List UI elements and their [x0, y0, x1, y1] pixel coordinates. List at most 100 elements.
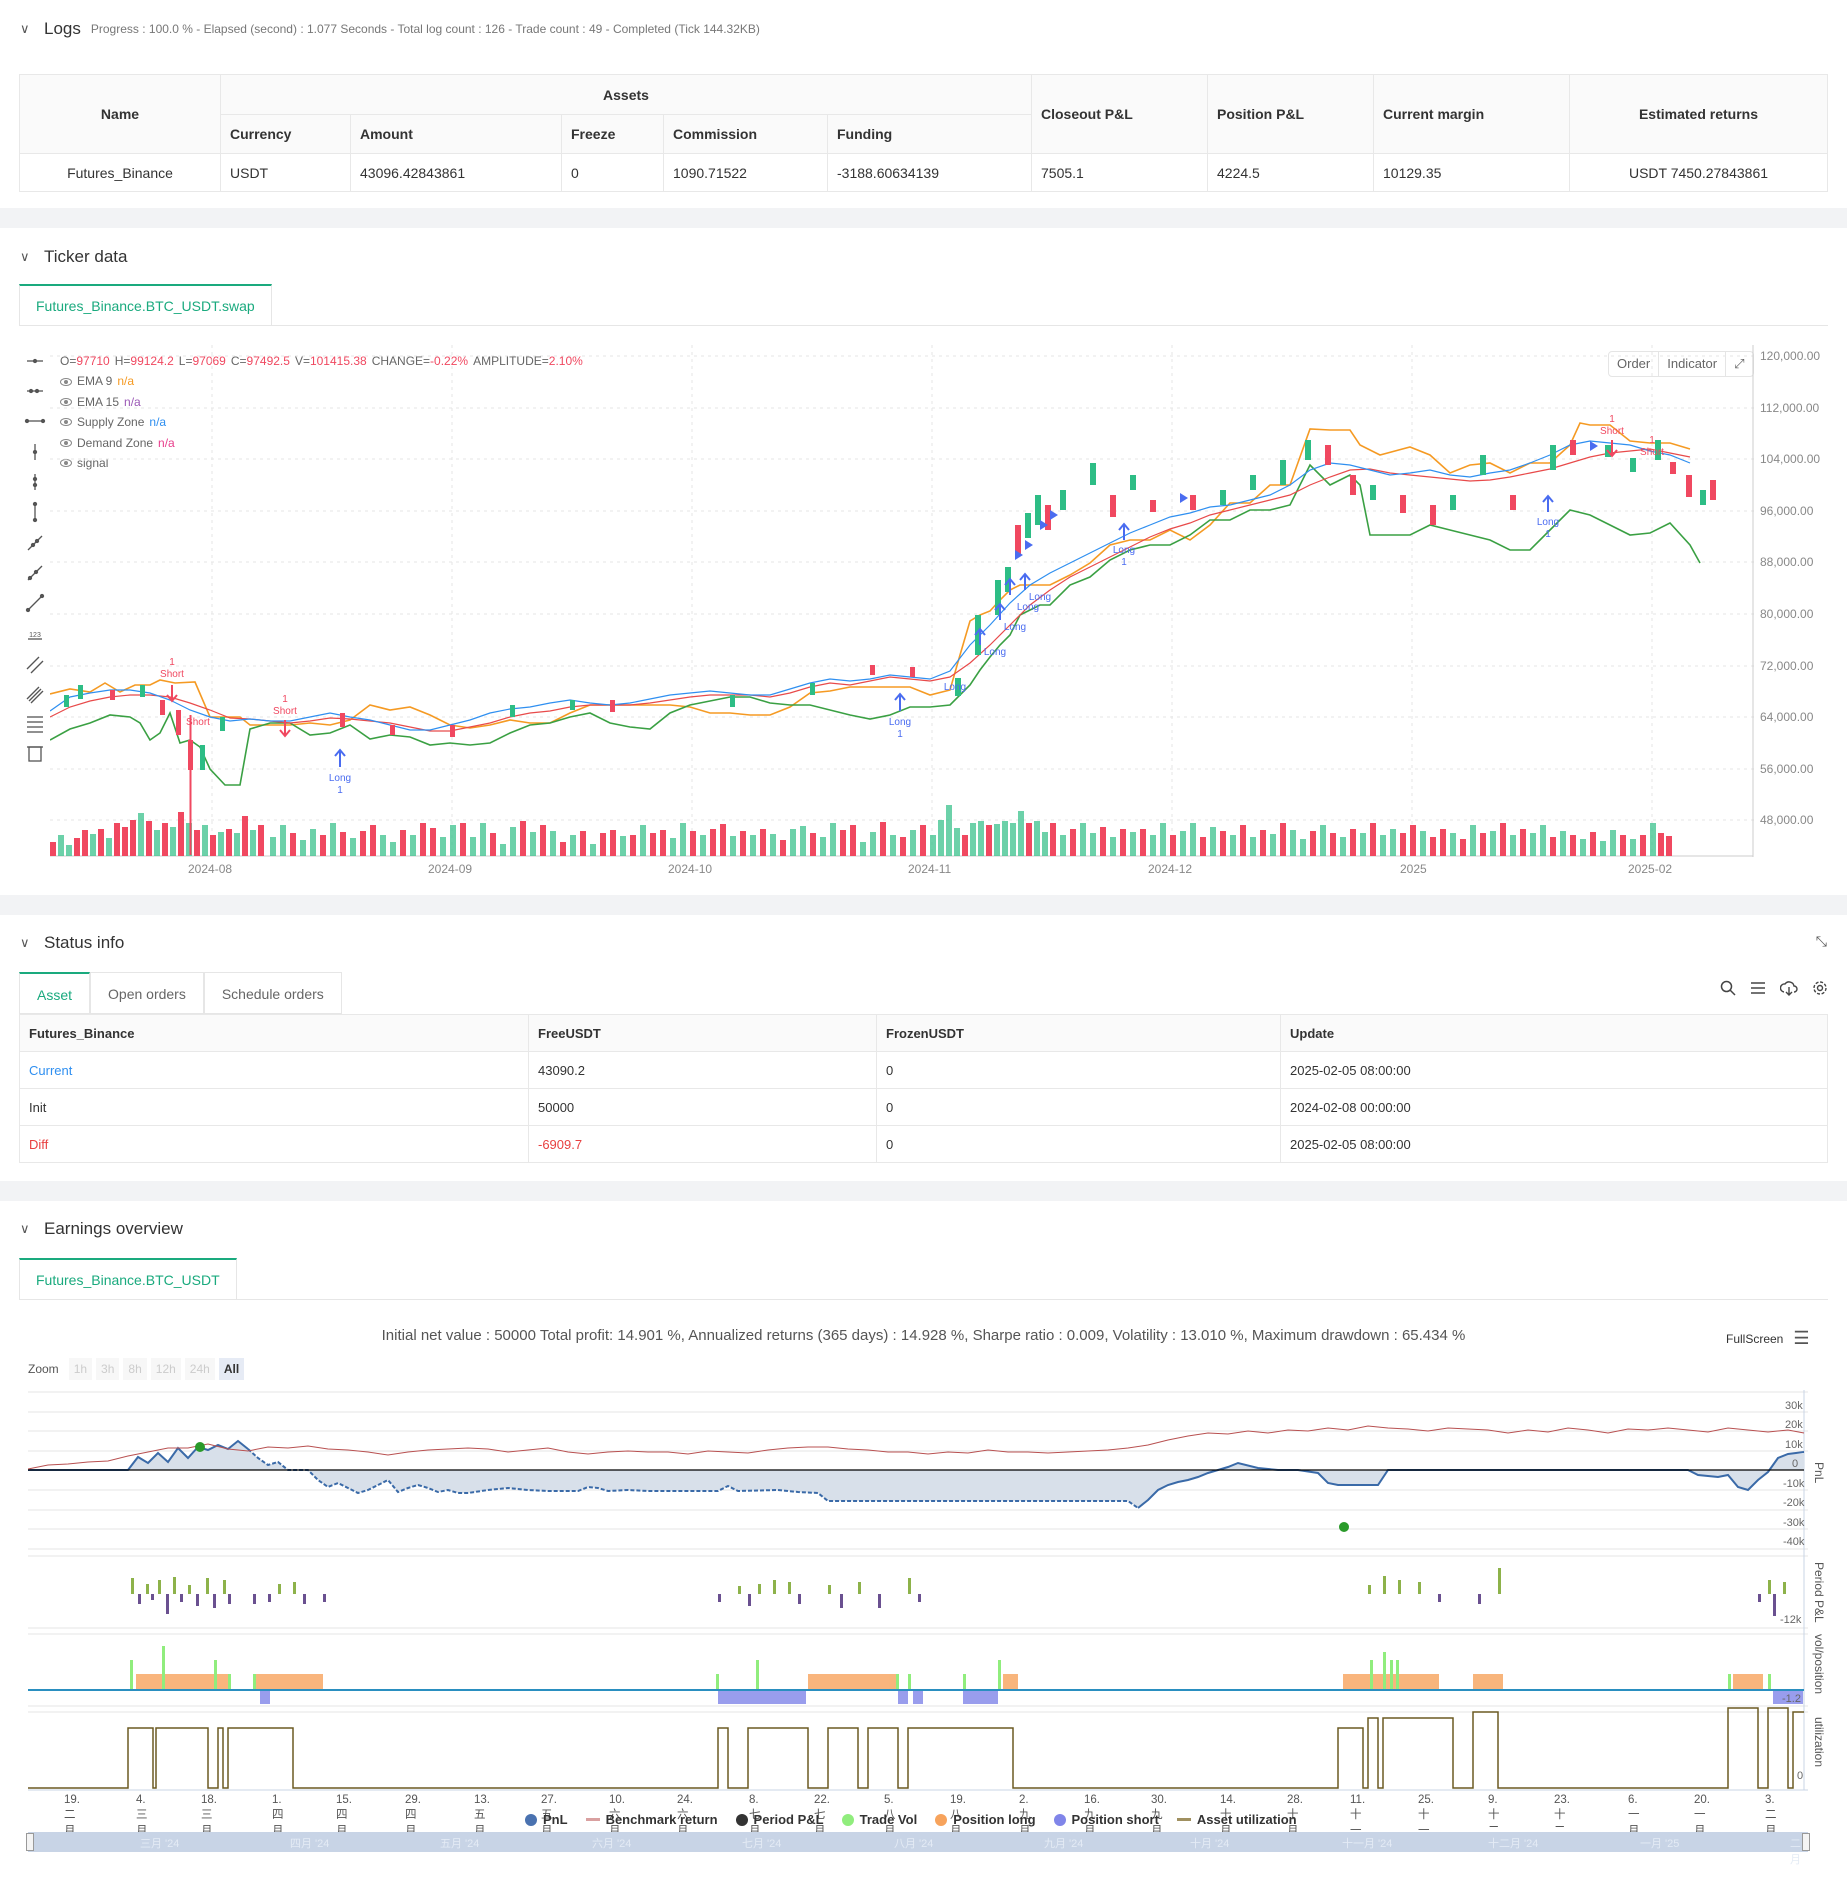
cloud-download-icon[interactable] — [1780, 980, 1798, 996]
eye-icon[interactable] — [60, 377, 72, 386]
chevron-down-icon[interactable]: ∨ — [20, 249, 30, 264]
navigator-right-handle[interactable] — [1802, 1833, 1810, 1851]
col-freeze: Freeze — [561, 114, 664, 154]
indicator-supply-zone[interactable]: Supply Zone n/a — [60, 412, 583, 432]
settings-gear-icon[interactable] — [1812, 980, 1828, 996]
eye-icon[interactable] — [60, 418, 72, 427]
ema9-line — [50, 440, 1691, 731]
cell-frozen: 0 — [876, 1051, 1281, 1089]
svg-text:1: 1 — [1545, 529, 1551, 540]
zoom-all-button[interactable]: All — [218, 1358, 245, 1380]
benchmark-line — [28, 1425, 1805, 1470]
col-update: Update — [1280, 1014, 1828, 1052]
cell-amount: 43096.42843861 — [350, 153, 562, 192]
status-title: Status info — [44, 933, 125, 952]
zoom-12h-button[interactable]: 12h — [150, 1358, 181, 1380]
pnl-line — [247, 1448, 1139, 1509]
legend-period-pnl[interactable]: Period P&L — [735, 1812, 824, 1827]
status-toolbar — [1720, 980, 1828, 996]
legend-pnl[interactable]: PnL — [525, 1812, 568, 1827]
range-navigator[interactable]: 三月 '24 四月 '24 五月 '24 六月 '24 七月 '24 八月 '2… — [26, 1832, 1810, 1866]
indicator-ema15[interactable]: EMA 15 n/a — [60, 392, 583, 412]
table-row: Diff -6909.7 0 2025-02-05 08:00:00 — [19, 1125, 1828, 1163]
table-row: Init 50000 0 2024-02-08 00:00:00 — [19, 1088, 1828, 1126]
chart-controls: Order Indicator ⤢ — [1608, 351, 1754, 377]
cell-currency: USDT — [220, 153, 351, 192]
earnings-title: Earnings overview — [44, 1219, 183, 1238]
col-frozen-usdt: FrozenUSDT — [876, 1014, 1281, 1052]
eye-icon[interactable] — [60, 459, 72, 468]
zoom-3h-button[interactable]: 3h — [96, 1358, 120, 1380]
indicator-ema9[interactable]: EMA 9 n/a — [60, 371, 583, 391]
chevron-down-icon[interactable]: ∨ — [20, 21, 30, 36]
legend-position-long[interactable]: Position long — [935, 1812, 1036, 1827]
chevron-down-icon[interactable]: ∨ — [20, 935, 30, 950]
svg-text:Long: Long — [1029, 592, 1051, 603]
logs-title: Logs — [44, 19, 81, 38]
svg-text:1: 1 — [1121, 557, 1127, 568]
earnings-tabs: Futures_Binance.BTC_USDT — [19, 1258, 1828, 1300]
zoom-1h-button[interactable]: 1h — [68, 1358, 93, 1380]
legend-trade-vol[interactable]: Trade Vol — [841, 1812, 917, 1827]
panel-label-utilization: utilization — [1812, 1717, 1826, 1768]
navigator-left-handle[interactable] — [26, 1833, 34, 1851]
drawing-toolbar: 123 — [22, 347, 48, 772]
svg-text:Long: Long — [329, 773, 351, 784]
drawing-tools-icon[interactable]: 123 — [22, 347, 48, 767]
zoom-24h-button[interactable]: 24h — [184, 1358, 215, 1380]
col-position: Position P&L — [1207, 74, 1374, 154]
legend-position-short[interactable]: Position short — [1053, 1812, 1159, 1827]
earnings-chart[interactable] — [28, 1390, 1808, 1800]
earnings-header[interactable]: ∨ Earnings overview — [0, 1214, 183, 1244]
circle-icon — [1053, 1813, 1066, 1826]
supply-zone-line — [50, 422, 1691, 729]
col-currency: Currency — [220, 114, 351, 154]
order-button[interactable]: Order — [1609, 352, 1660, 376]
status-tabs: Asset Open orders Schedule orders — [19, 972, 342, 1014]
expand-icon[interactable]: ⤢ — [1734, 356, 1745, 371]
indicator-button[interactable]: Indicator — [1659, 352, 1727, 376]
panel-label-vol-position: vol/position — [1812, 1634, 1826, 1695]
eye-icon[interactable] — [60, 398, 72, 407]
cell-free: -6909.7 — [528, 1125, 877, 1163]
col-commission: Commission — [663, 114, 828, 154]
svg-text:Long: Long — [984, 647, 1006, 658]
ticker-header[interactable]: ∨ Ticker data — [0, 242, 127, 272]
tab-btc-usdt[interactable]: Futures_Binance.BTC_USDT — [19, 1258, 237, 1300]
zoom-8h-button[interactable]: 8h — [123, 1358, 147, 1380]
cell-funding: -3188.60634139 — [827, 153, 1032, 192]
cell-update: 2025-02-05 08:00:00 — [1280, 1125, 1828, 1163]
svg-text:Long: Long — [944, 682, 966, 693]
volume-bars — [50, 805, 1672, 856]
legend-benchmark[interactable]: Benchmark return — [585, 1812, 718, 1827]
indicator-signal[interactable]: signal — [60, 453, 583, 473]
collapse-icon[interactable]: ⤡ — [1815, 933, 1827, 949]
panel-label-pnl: PnL — [1812, 1462, 1826, 1484]
search-icon[interactable] — [1720, 980, 1736, 996]
legend-asset-utilization[interactable]: Asset utilization — [1176, 1812, 1297, 1827]
fullscreen-button[interactable]: FullScreen — [1726, 1331, 1784, 1346]
list-icon[interactable] — [1750, 980, 1766, 996]
cell-freeze: 0 — [561, 153, 664, 192]
row-label-current[interactable]: Current — [19, 1051, 529, 1089]
chart-legend: O= 97710 H= 99124.2 L= 97069 C= 97492.5 V= 10… — [60, 351, 583, 473]
eye-icon[interactable] — [60, 438, 72, 447]
hamburger-menu-icon[interactable]: ☰ — [1793, 1328, 1810, 1348]
logs-progress-info: Progress : 100.0 % - Elapsed (second) : … — [90, 22, 760, 36]
indicator-demand-zone[interactable]: Demand Zone n/a — [60, 433, 583, 453]
chevron-down-icon[interactable]: ∨ — [20, 1221, 30, 1236]
col-funding: Funding — [827, 114, 1032, 154]
logs-header[interactable]: ∨ Logs Progress : 100.0 % - Elapsed (sec… — [0, 14, 760, 44]
col-amount: Amount — [350, 114, 562, 154]
tab-open-orders[interactable]: Open orders — [90, 972, 204, 1014]
tab-btc-usdt-swap[interactable]: Futures_Binance.BTC_USDT.swap — [19, 284, 272, 326]
tab-schedule-orders[interactable]: Schedule orders — [203, 972, 342, 1014]
tab-asset[interactable]: Asset — [19, 972, 91, 1014]
ema15-line — [50, 448, 1691, 732]
svg-text:Short: Short — [1600, 426, 1624, 437]
ticker-section: ∨ Ticker data Futures_Binance.BTC_USDT.s… — [0, 228, 1847, 895]
cell-free: 50000 — [528, 1088, 877, 1126]
status-header[interactable]: ∨ Status info — [0, 928, 124, 958]
